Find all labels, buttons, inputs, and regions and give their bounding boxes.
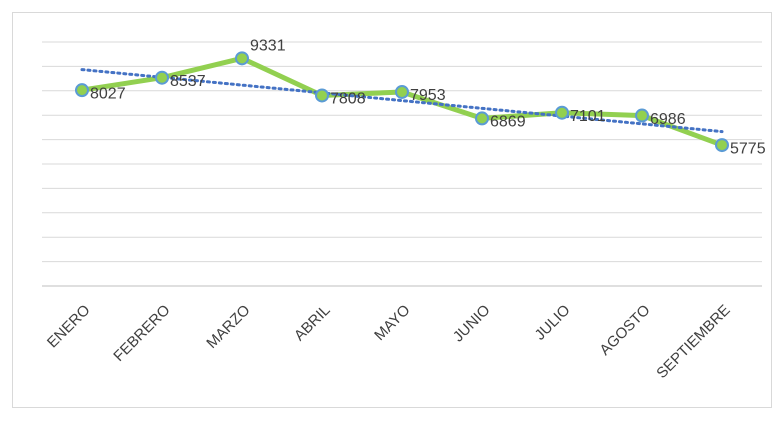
data-label: 8027 (90, 85, 126, 102)
trendline (80, 68, 724, 134)
marker (555, 105, 569, 120)
chart-border (12, 12, 772, 408)
data-label: 6869 (490, 114, 526, 131)
data-label: 7101 (570, 108, 606, 125)
marker (315, 88, 329, 103)
marker (75, 83, 89, 98)
data-label: 8537 (170, 73, 206, 90)
marker (395, 84, 409, 99)
marker (635, 108, 649, 123)
data-label: 5775 (730, 140, 766, 157)
marker (715, 138, 729, 153)
data-label: 7808 (330, 91, 366, 108)
marker (235, 51, 249, 66)
data-label: 9331 (250, 38, 286, 55)
marker (155, 70, 169, 85)
data-label: 7953 (410, 87, 446, 104)
data-label: 6986 (650, 111, 686, 128)
marker (475, 111, 489, 126)
